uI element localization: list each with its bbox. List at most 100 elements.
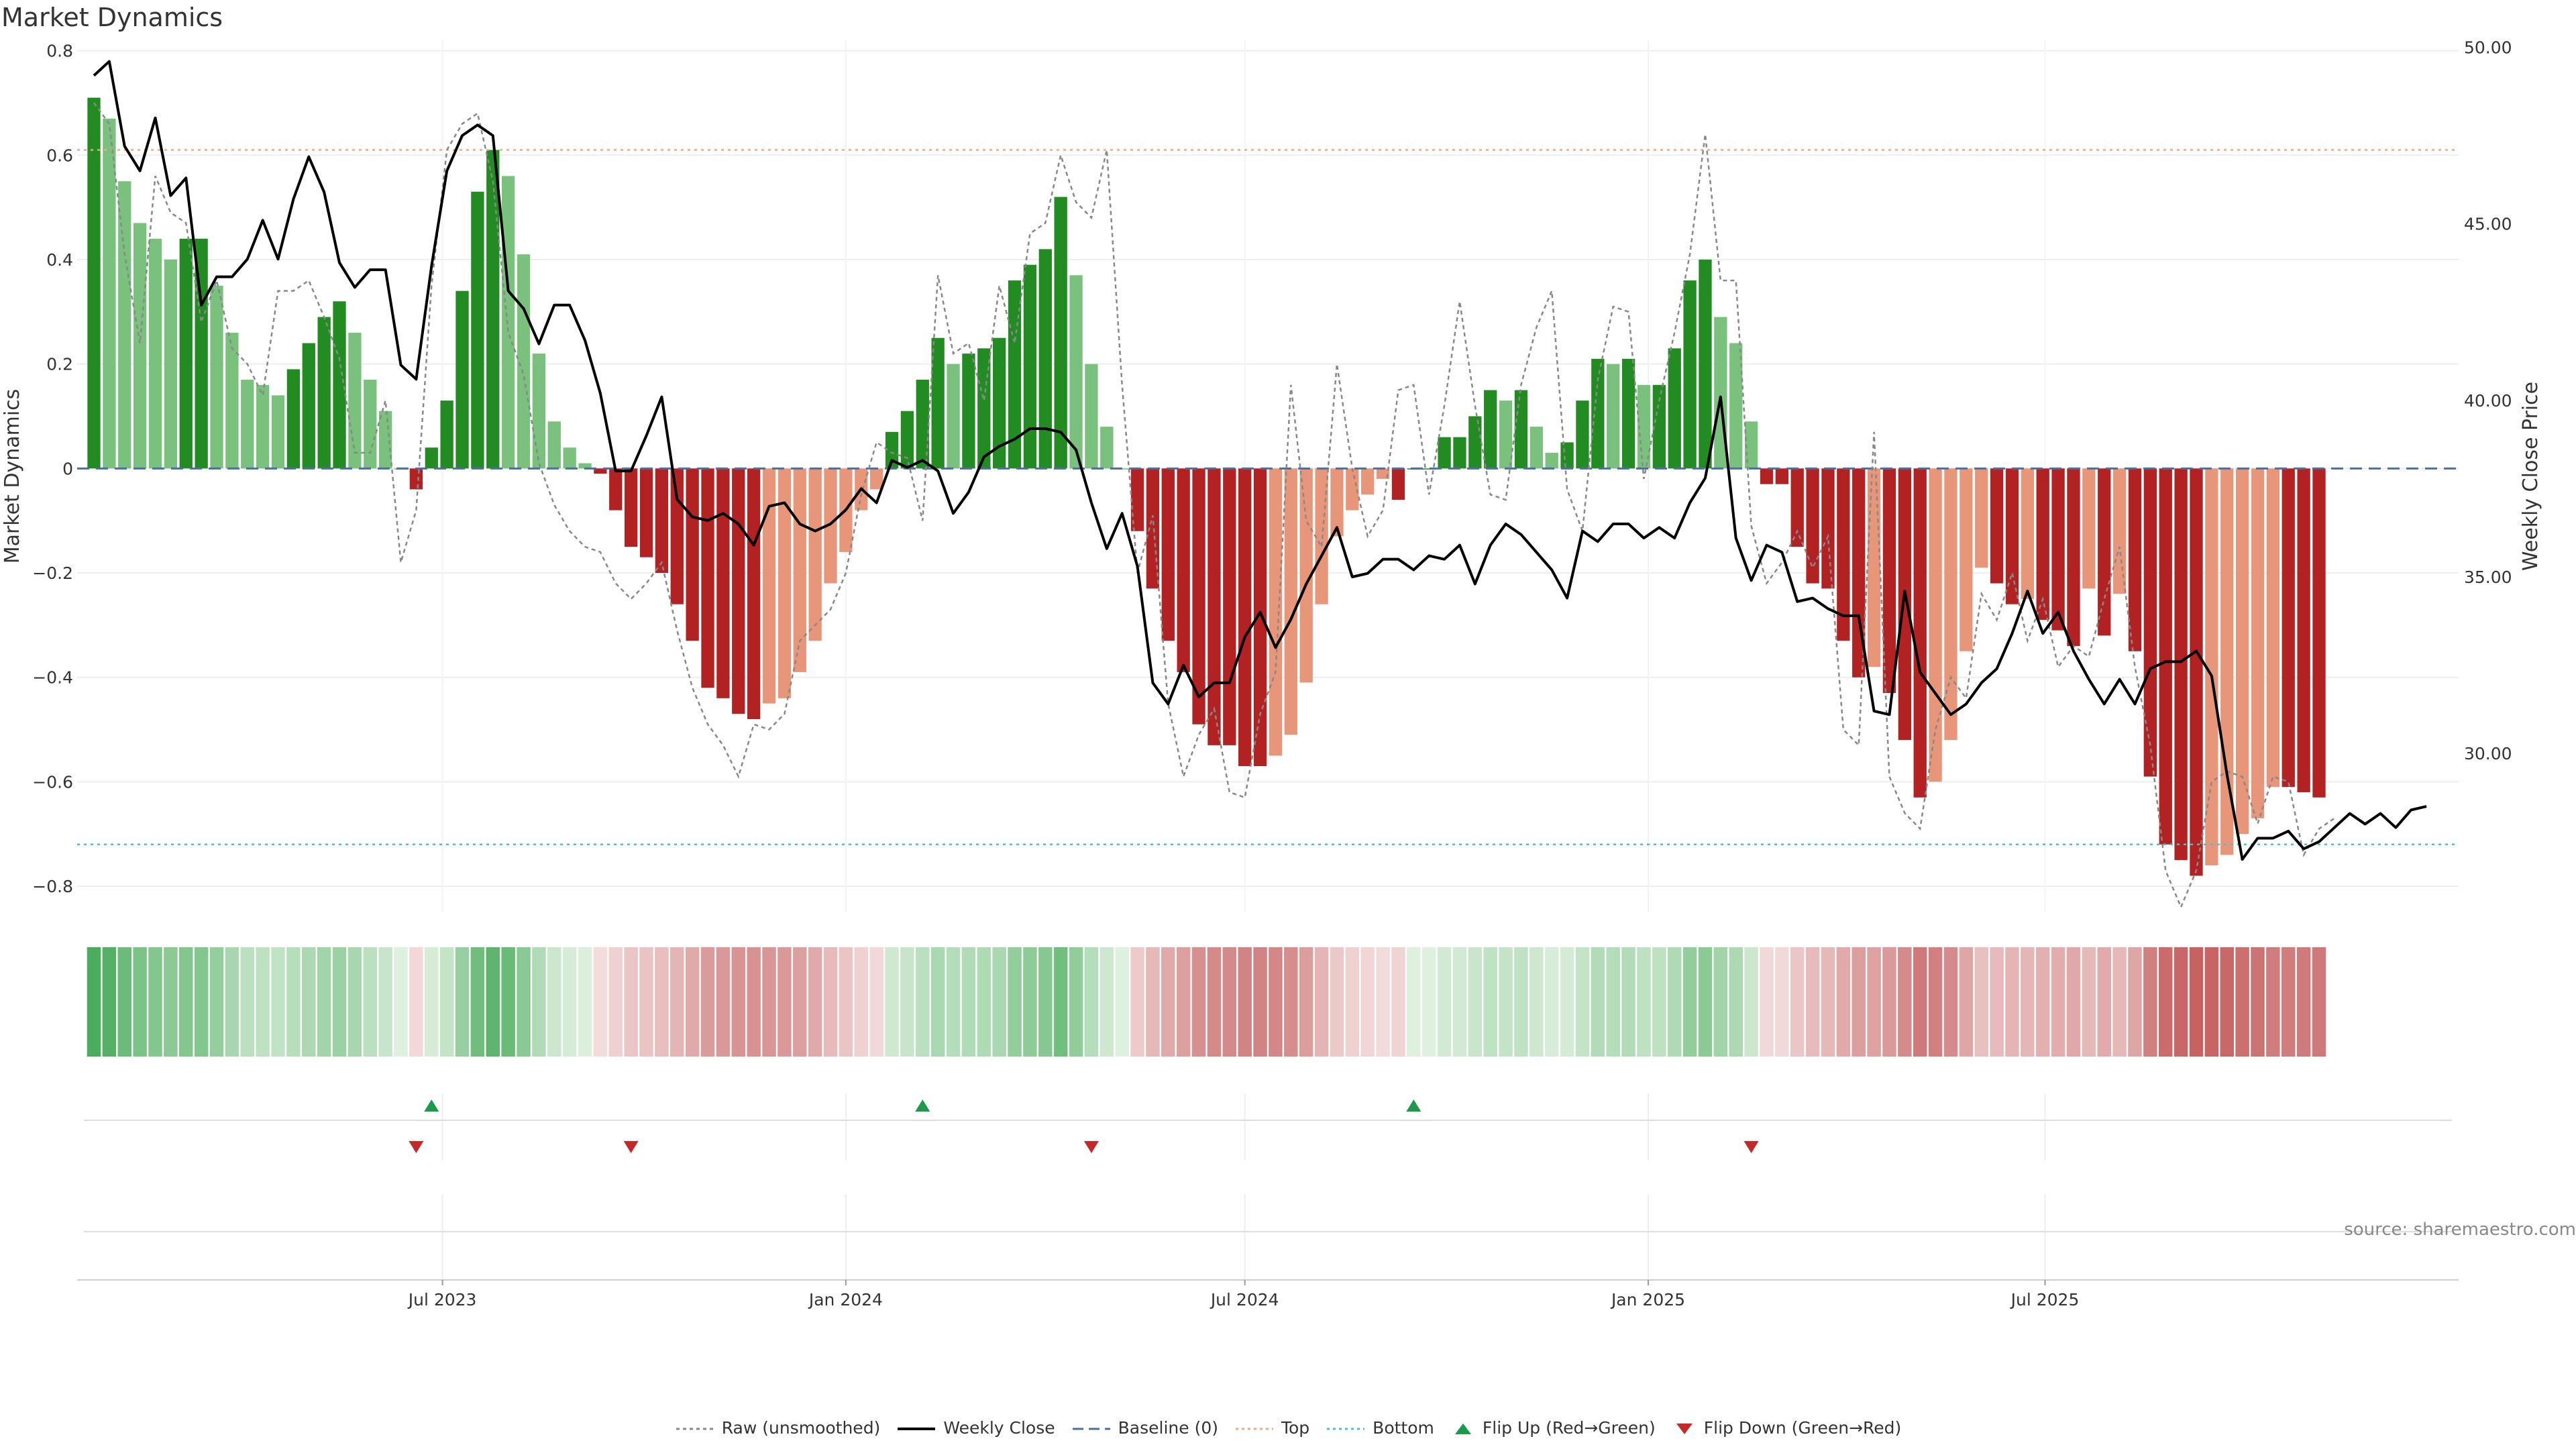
momentum-bar	[1944, 468, 1957, 741]
momentum-bar	[947, 364, 960, 469]
y-tick-label: 0.2	[46, 355, 73, 374]
momentum-bar	[1269, 468, 1283, 756]
momentum-bar	[1821, 468, 1835, 589]
heat-strip-cell	[1760, 947, 1774, 1057]
momentum-bar	[885, 431, 899, 469]
heat-strip-cell	[900, 947, 914, 1057]
momentum-bar	[256, 384, 270, 469]
heat-strip-cell	[1575, 947, 1590, 1057]
heat-strip-cell	[655, 947, 669, 1057]
momentum-bar	[716, 468, 730, 698]
heat-strip-cell	[2251, 947, 2265, 1057]
legend-item: Flip Down (Green→Red)	[1672, 1418, 1901, 1438]
momentum-bar	[2251, 468, 2265, 818]
heat-strip-cell	[302, 947, 316, 1057]
dotted-orange-line-icon	[1235, 1428, 1273, 1430]
momentum-bar	[225, 332, 239, 469]
momentum-bar	[210, 285, 223, 469]
momentum-bar	[1499, 400, 1513, 469]
momentum-bar	[655, 468, 669, 574]
momentum-bar	[762, 468, 776, 704]
y-tick-label: 0.4	[46, 250, 73, 270]
x-tick-label: Jan 2024	[808, 1290, 883, 1309]
momentum-bar	[2082, 468, 2096, 589]
heat-strip-cell	[1652, 947, 1666, 1057]
momentum-bar	[1468, 416, 1482, 469]
momentum-bar	[2067, 468, 2080, 646]
momentum-bar	[1054, 197, 1067, 469]
heat-strip-cell	[2204, 947, 2219, 1057]
heat-strip-cell	[1176, 947, 1191, 1057]
momentum-bar	[1453, 437, 1466, 469]
heat-strip-cell	[762, 947, 776, 1057]
momentum-bar	[1177, 468, 1190, 672]
heat-strip-cell	[1023, 947, 1037, 1057]
flip-down-marker	[1083, 1141, 1099, 1153]
legend-item: Top	[1234, 1418, 1309, 1438]
heat-strip-cell	[2097, 947, 2111, 1057]
heat-strip-cell	[2112, 947, 2127, 1057]
heat-strip-cell	[178, 947, 193, 1057]
heat-strip-cell	[946, 947, 961, 1057]
heat-strip-cell	[317, 947, 331, 1057]
heat-strip-cell	[1038, 947, 1053, 1057]
momentum-bar	[1913, 468, 1927, 798]
flip-markers	[84, 1099, 2452, 1232]
heat-strip-cell	[1974, 947, 1988, 1057]
momentum-bar	[777, 468, 792, 698]
market-dynamics-chart: −0.8 −0.6 −0.4 −0.2 0 0.2 0.4 0.6 0.8 30.00 35.00 4…	[1, 38, 2542, 1309]
momentum-bar	[1376, 468, 1390, 479]
heat-strip-cell	[148, 947, 162, 1057]
momentum-bar	[302, 343, 315, 469]
y-tick-label: 0.8	[46, 42, 73, 61]
heat-strip-cell	[1376, 947, 1390, 1057]
heat-strip-cell	[1667, 947, 1682, 1057]
momentum-bar	[1146, 468, 1160, 589]
heat-strip-cell	[378, 947, 392, 1057]
heat-strip-cell	[271, 947, 285, 1057]
momentum-bar	[1560, 442, 1574, 469]
legend-item: Raw (unsmoothed)	[675, 1418, 880, 1438]
heat-strip-cell	[470, 947, 485, 1057]
heat-strip-cell	[593, 947, 608, 1057]
heat-strip-cell	[2220, 947, 2234, 1057]
momentum-bar	[409, 468, 423, 490]
heat-strip-cell	[1084, 947, 1099, 1057]
momentum-bar	[1867, 468, 1881, 667]
flip-down-marker	[1743, 1141, 1759, 1153]
momentum-bar	[808, 468, 822, 641]
heat-strip-cell	[225, 947, 239, 1057]
heat-strip-cell	[2296, 947, 2311, 1057]
momentum-bar	[1668, 348, 1681, 469]
y2-tick-label: 35.00	[2464, 568, 2512, 587]
momentum-bar	[1315, 468, 1328, 604]
heat-strip-cell	[1790, 947, 1805, 1057]
heat-strip-cell	[2189, 947, 2204, 1057]
momentum-bar	[594, 468, 607, 474]
heat-strip-cell	[117, 947, 132, 1057]
legend-item: Bottom	[1326, 1418, 1434, 1438]
heat-strip-cell	[854, 947, 869, 1057]
heat-strip-cell	[1099, 947, 1114, 1057]
momentum-bar	[1607, 364, 1620, 469]
momentum-bar	[1882, 468, 1896, 694]
momentum-bar	[348, 332, 362, 469]
heat-strip-cell	[1544, 947, 1559, 1057]
heat-strip-cell	[517, 947, 531, 1057]
heat-strip-cell	[1238, 947, 1252, 1057]
legend-item: Flip Up (Red→Green)	[1450, 1418, 1656, 1438]
heat-strip-cell	[532, 947, 546, 1057]
momentum-bar	[286, 369, 301, 469]
dotted-teal-line-icon	[1327, 1428, 1365, 1430]
momentum-bar	[179, 238, 193, 469]
heat-strip-cell	[501, 947, 515, 1057]
momentum-bar	[1729, 343, 1743, 469]
momentum-bar	[2021, 468, 2035, 599]
heat-strip-cell	[731, 947, 746, 1057]
momentum-bar	[440, 400, 453, 469]
momentum-bar	[2205, 468, 2218, 865]
heat-strip-cell	[332, 947, 347, 1057]
heat-strip-cell	[1452, 947, 1467, 1057]
momentum-bar	[824, 468, 837, 584]
momentum-bar	[378, 411, 392, 469]
